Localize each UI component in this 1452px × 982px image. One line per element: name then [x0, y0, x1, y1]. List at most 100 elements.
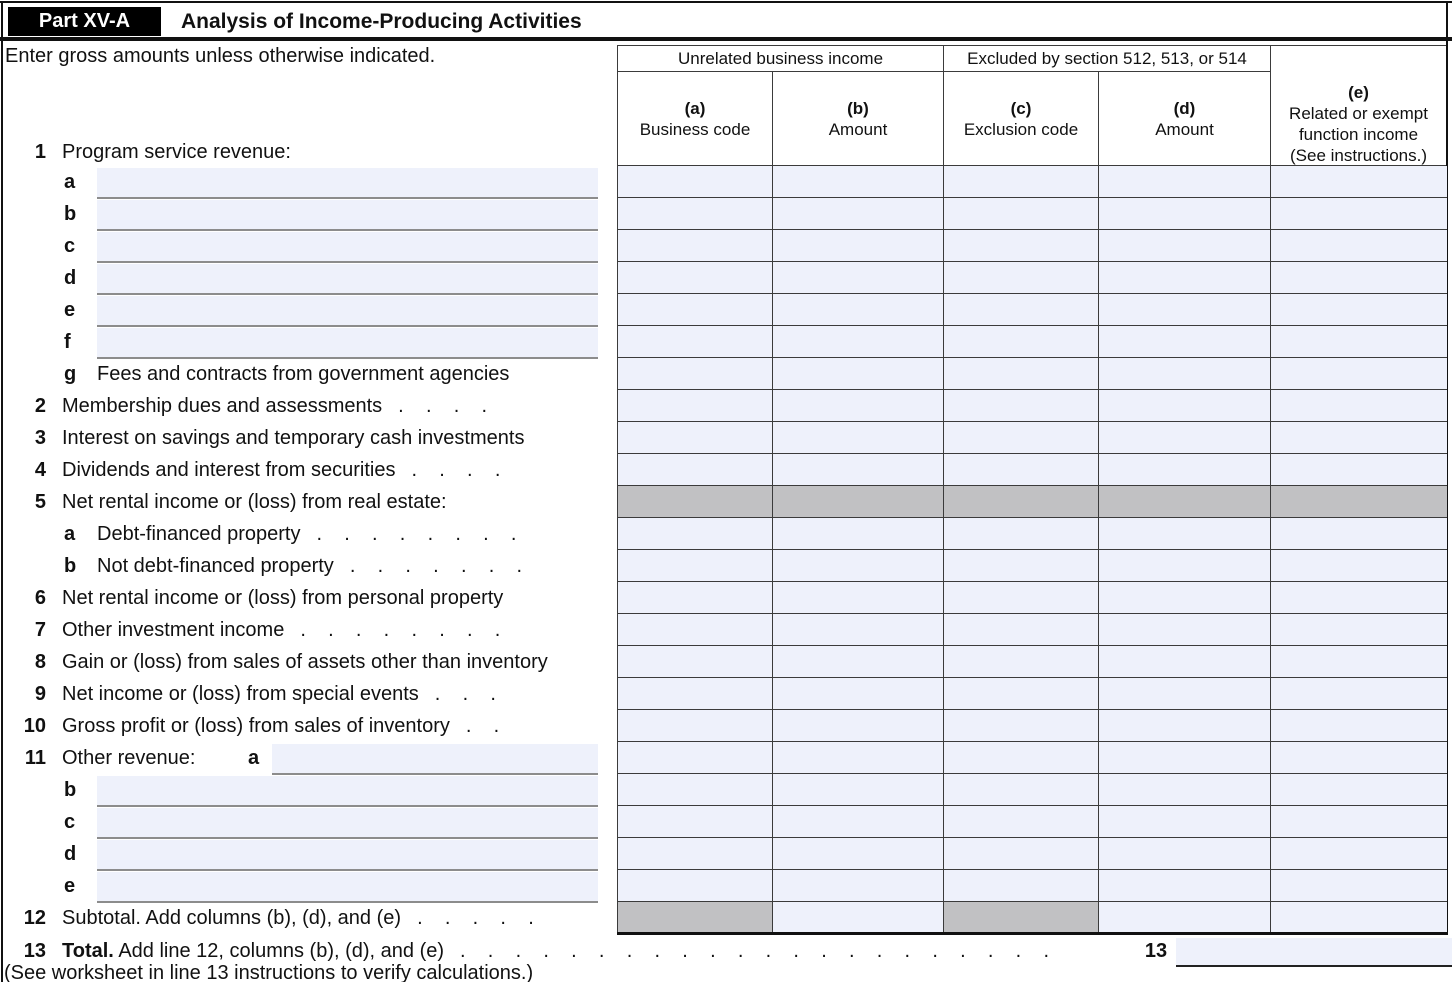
- amount-cell-11e-c[interactable]: [944, 870, 1099, 902]
- amount-cell-11c-b[interactable]: [773, 806, 944, 838]
- amount-cell-7-c[interactable]: [944, 614, 1099, 646]
- amount-cell-7-a[interactable]: [618, 614, 773, 646]
- amount-cell-11e-a[interactable]: [618, 870, 773, 902]
- writein-field-1c[interactable]: [97, 232, 598, 263]
- amount-cell-1a-d[interactable]: [1099, 166, 1271, 198]
- amount-cell-5a-a[interactable]: [618, 518, 773, 550]
- amount-cell-11c-a[interactable]: [618, 806, 773, 838]
- amount-cell-1e-c[interactable]: [944, 294, 1099, 326]
- amount-cell-1a-b[interactable]: [773, 166, 944, 198]
- amount-cell-1g-b[interactable]: [773, 358, 944, 390]
- amount-cell-9-d[interactable]: [1099, 678, 1271, 710]
- amount-cell-2-b[interactable]: [773, 390, 944, 422]
- amount-cell-5a-e[interactable]: [1271, 518, 1447, 550]
- amount-cell-1a-c[interactable]: [944, 166, 1099, 198]
- amount-cell-11e-e[interactable]: [1271, 870, 1447, 902]
- amount-cell-4-c[interactable]: [944, 454, 1099, 486]
- amount-cell-1a-a[interactable]: [618, 166, 773, 198]
- amount-cell-5b-c[interactable]: [944, 550, 1099, 582]
- amount-cell-10-d[interactable]: [1099, 710, 1271, 742]
- amount-cell-11d-a[interactable]: [618, 838, 773, 870]
- amount-cell-7-e[interactable]: [1271, 614, 1447, 646]
- amount-cell-1c-e[interactable]: [1271, 230, 1447, 262]
- amount-cell-10-c[interactable]: [944, 710, 1099, 742]
- amount-cell-3-e[interactable]: [1271, 422, 1447, 454]
- writein-field-1e[interactable]: [97, 296, 598, 327]
- amount-cell-5a-c[interactable]: [944, 518, 1099, 550]
- amount-cell-2-d[interactable]: [1099, 390, 1271, 422]
- amount-cell-11a-a[interactable]: [618, 742, 773, 774]
- amount-cell-1f-d[interactable]: [1099, 326, 1271, 358]
- amount-cell-4-d[interactable]: [1099, 454, 1271, 486]
- amount-cell-3-a[interactable]: [618, 422, 773, 454]
- amount-cell-1d-b[interactable]: [773, 262, 944, 294]
- amount-cell-11e-d[interactable]: [1099, 870, 1271, 902]
- amount-cell-10-b[interactable]: [773, 710, 944, 742]
- amount-cell-2-e[interactable]: [1271, 390, 1447, 422]
- amount-cell-1g-a[interactable]: [618, 358, 773, 390]
- amount-cell-3-c[interactable]: [944, 422, 1099, 454]
- amount-cell-1g-d[interactable]: [1099, 358, 1271, 390]
- amount-cell-11c-e[interactable]: [1271, 806, 1447, 838]
- amount-cell-5b-b[interactable]: [773, 550, 944, 582]
- amount-cell-5a-b[interactable]: [773, 518, 944, 550]
- amount-cell-12-b[interactable]: [773, 902, 944, 934]
- amount-cell-1f-a[interactable]: [618, 326, 773, 358]
- amount-cell-1g-e[interactable]: [1271, 358, 1447, 390]
- amount-cell-1a-e[interactable]: [1271, 166, 1447, 198]
- amount-cell-10-e[interactable]: [1271, 710, 1447, 742]
- amount-cell-1d-a[interactable]: [618, 262, 773, 294]
- amount-cell-11d-b[interactable]: [773, 838, 944, 870]
- amount-cell-11c-d[interactable]: [1099, 806, 1271, 838]
- writein-field-1d[interactable]: [97, 264, 598, 295]
- amount-cell-2-a[interactable]: [618, 390, 773, 422]
- amount-cell-3-d[interactable]: [1099, 422, 1271, 454]
- amount-cell-11a-b[interactable]: [773, 742, 944, 774]
- amount-cell-11b-c[interactable]: [944, 774, 1099, 806]
- amount-cell-4-a[interactable]: [618, 454, 773, 486]
- amount-cell-1e-e[interactable]: [1271, 294, 1447, 326]
- amount-cell-1d-c[interactable]: [944, 262, 1099, 294]
- amount-cell-5b-e[interactable]: [1271, 550, 1447, 582]
- amount-cell-11e-b[interactable]: [773, 870, 944, 902]
- writein-field-11d[interactable]: [97, 840, 598, 871]
- amount-cell-11a-d[interactable]: [1099, 742, 1271, 774]
- amount-cell-1b-d[interactable]: [1099, 198, 1271, 230]
- amount-cell-6-d[interactable]: [1099, 582, 1271, 614]
- amount-cell-1e-b[interactable]: [773, 294, 944, 326]
- amount-cell-8-a[interactable]: [618, 646, 773, 678]
- amount-cell-11d-e[interactable]: [1271, 838, 1447, 870]
- line13-total-field[interactable]: [1176, 938, 1452, 967]
- amount-cell-6-c[interactable]: [944, 582, 1099, 614]
- amount-cell-1d-e[interactable]: [1271, 262, 1447, 294]
- writein-field-11c[interactable]: [97, 808, 598, 839]
- amount-cell-1e-a[interactable]: [618, 294, 773, 326]
- amount-cell-11b-a[interactable]: [618, 774, 773, 806]
- writein-field-1a[interactable]: [97, 168, 598, 199]
- amount-cell-12-d[interactable]: [1099, 902, 1271, 934]
- amount-cell-1e-d[interactable]: [1099, 294, 1271, 326]
- amount-cell-10-a[interactable]: [618, 710, 773, 742]
- amount-cell-5b-a[interactable]: [618, 550, 773, 582]
- amount-cell-8-b[interactable]: [773, 646, 944, 678]
- amount-cell-9-e[interactable]: [1271, 678, 1447, 710]
- amount-cell-1b-c[interactable]: [944, 198, 1099, 230]
- amount-cell-1g-c[interactable]: [944, 358, 1099, 390]
- amount-cell-8-d[interactable]: [1099, 646, 1271, 678]
- amount-cell-1c-b[interactable]: [773, 230, 944, 262]
- amount-cell-1b-b[interactable]: [773, 198, 944, 230]
- amount-cell-7-d[interactable]: [1099, 614, 1271, 646]
- amount-cell-8-e[interactable]: [1271, 646, 1447, 678]
- writein-field-11a[interactable]: [272, 744, 598, 775]
- amount-cell-11d-c[interactable]: [944, 838, 1099, 870]
- amount-cell-1c-a[interactable]: [618, 230, 773, 262]
- amount-cell-6-a[interactable]: [618, 582, 773, 614]
- amount-cell-9-b[interactable]: [773, 678, 944, 710]
- amount-cell-1b-e[interactable]: [1271, 198, 1447, 230]
- amount-cell-5a-d[interactable]: [1099, 518, 1271, 550]
- amount-cell-2-c[interactable]: [944, 390, 1099, 422]
- amount-cell-1f-b[interactable]: [773, 326, 944, 358]
- amount-cell-7-b[interactable]: [773, 614, 944, 646]
- amount-cell-9-c[interactable]: [944, 678, 1099, 710]
- writein-field-1f[interactable]: [97, 328, 598, 359]
